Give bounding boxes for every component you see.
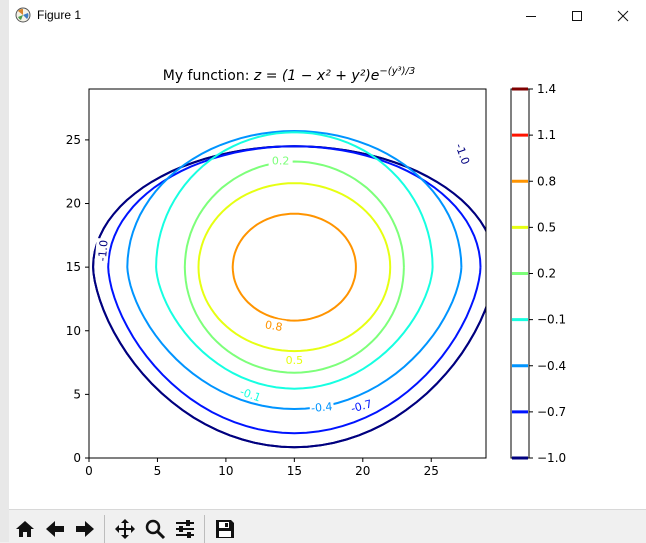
configure-subplots-button[interactable] xyxy=(172,516,198,542)
contour-label: -0.4 xyxy=(311,400,334,415)
x-tick-label: 5 xyxy=(154,464,162,478)
contour-lines xyxy=(92,129,486,449)
x-tick-label: 10 xyxy=(218,464,233,478)
contour-label: 0.2 xyxy=(272,154,290,167)
pan-button[interactable] xyxy=(112,516,138,542)
zoom-icon xyxy=(145,519,166,540)
close-button[interactable] xyxy=(600,0,646,31)
forward-icon xyxy=(76,521,94,537)
contour-chart[interactable]: My function: z = (1 − x² + y²)e−(y³)/3 -… xyxy=(9,31,646,509)
title-bar: Figure 1 xyxy=(9,0,646,31)
contour-line xyxy=(183,160,405,374)
toolbar-separator xyxy=(204,515,205,543)
contour-label-bg xyxy=(260,316,287,334)
contour-line xyxy=(126,129,463,411)
colorbar-tick-label: −1.0 xyxy=(537,451,566,465)
contour-label: -1.0 xyxy=(96,239,111,262)
close-icon xyxy=(617,10,629,21)
pan-icon xyxy=(115,519,135,539)
contour-label: -1.0 xyxy=(452,142,472,167)
plot-frame xyxy=(88,88,487,459)
forward-button[interactable] xyxy=(72,516,98,542)
x-tick-label: 0 xyxy=(85,464,93,478)
colorbar-tick-label: −0.1 xyxy=(537,313,566,327)
colorbar: 1.4 1.1 0.8 0.5 0.2 −0.1 −0.4 −0.7 −1.0 xyxy=(510,82,566,465)
contour-label-bg xyxy=(237,383,265,405)
y-tick-label: 5 xyxy=(73,387,81,401)
contour-label: -0.7 xyxy=(350,397,374,415)
x-tick-label: 25 xyxy=(424,464,439,478)
contour-line xyxy=(197,182,392,353)
contour-line xyxy=(92,145,486,449)
contour-line xyxy=(155,131,434,390)
contour-label-bg xyxy=(348,395,375,415)
matplotlib-icon xyxy=(15,7,31,23)
contour-label-bg xyxy=(452,140,474,168)
contour-label: 0.8 xyxy=(264,318,283,334)
colorbar-tick-label: 0.2 xyxy=(537,267,556,281)
minimize-icon xyxy=(526,15,536,17)
chart-title: My function: z = (1 − x² + y²)e−(y³)/3 xyxy=(163,66,416,84)
colorbar-tick-label: 0.5 xyxy=(537,220,556,234)
x-tick-label: 15 xyxy=(287,464,302,478)
contour-line xyxy=(231,212,357,322)
figure-canvas[interactable]: My function: z = (1 − x² + y²)e−(y³)/3 -… xyxy=(9,31,646,509)
configure-subplots-icon xyxy=(176,520,194,538)
navigation-toolbar xyxy=(9,509,646,543)
contour-label: -0.1 xyxy=(238,385,263,405)
colorbar-tick-label: −0.4 xyxy=(537,359,566,373)
y-tick-label: 15 xyxy=(66,260,81,274)
y-tick-label: 25 xyxy=(66,133,81,147)
contour-line xyxy=(92,145,486,449)
back-icon xyxy=(46,521,64,537)
y-tick-label: 0 xyxy=(73,451,81,465)
home-icon xyxy=(16,521,34,537)
maximize-button[interactable] xyxy=(554,0,600,31)
save-button[interactable] xyxy=(212,516,238,542)
zoom-button[interactable] xyxy=(142,516,168,542)
window-title: Figure 1 xyxy=(37,8,82,22)
colorbar-tick-label: 1.4 xyxy=(537,82,556,96)
contour-label: 0.5 xyxy=(286,354,304,367)
contour-label-bg xyxy=(282,353,307,367)
maximize-icon xyxy=(572,10,582,21)
back-button[interactable] xyxy=(42,516,68,542)
colorbar-tick-label: 0.8 xyxy=(537,174,556,188)
figure-window: Figure 1 My function: z = (1 − x² + y²)e… xyxy=(9,0,646,543)
plot-area: -1.0 -1.0 -0.7 -0.4 -0.1 0.2 0.5 0.8 0 5 10 15 20 25 0… xyxy=(66,88,487,478)
minimize-button[interactable] xyxy=(508,0,554,31)
y-tick-label: 20 xyxy=(66,197,81,211)
x-tick-label: 20 xyxy=(355,464,370,478)
colorbar-tick-label: 1.1 xyxy=(537,128,556,142)
contour-label-bg xyxy=(309,399,335,415)
contour-line xyxy=(107,145,482,435)
home-button[interactable] xyxy=(12,516,38,542)
y-tick-label: 10 xyxy=(66,324,81,338)
colorbar-tick-label: −0.7 xyxy=(537,405,566,419)
toolbar-separator xyxy=(104,515,105,543)
save-icon xyxy=(216,520,234,538)
contour-label-bg xyxy=(94,238,110,264)
contour-label-bg xyxy=(268,153,293,167)
